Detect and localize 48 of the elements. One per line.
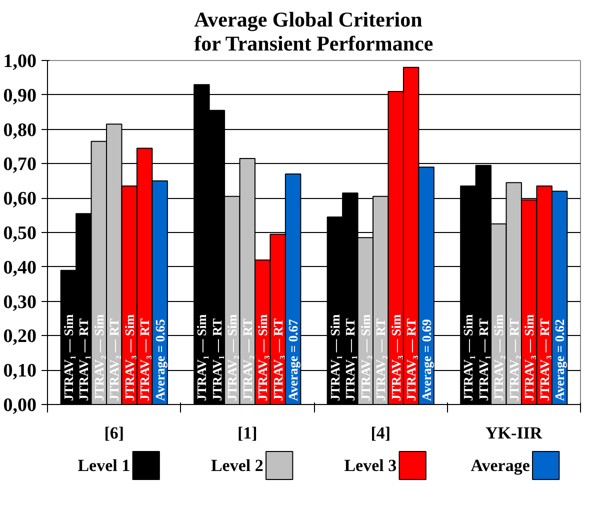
data-label: JTRAV₂ — RT bbox=[240, 318, 255, 402]
data-label: Average = 0.69 bbox=[418, 318, 434, 402]
data-label: JTRAV₃ — RT bbox=[137, 318, 152, 402]
data-label: JTRAV₃ — Sim bbox=[388, 314, 404, 402]
y-tick-label: 0,80 bbox=[3, 120, 36, 141]
y-tick-label: 0,40 bbox=[3, 257, 36, 278]
data-label: JTRAV₁ — RT bbox=[342, 318, 358, 402]
y-tick-label: 0,20 bbox=[3, 326, 36, 348]
data-label: JTRAV₁ — Sim bbox=[460, 314, 476, 402]
data-label: JTRAV₃ — RT bbox=[270, 318, 286, 402]
y-tick-label: 0,90 bbox=[3, 85, 36, 106]
data-label: JTRAV₃ — RT bbox=[536, 318, 552, 402]
data-label: Average = 0.65 bbox=[152, 318, 168, 402]
data-label: Average = 0.67 bbox=[286, 318, 301, 402]
y-tick-label: 0,60 bbox=[3, 188, 36, 210]
data-label: JTRAV₁ — RT bbox=[76, 318, 92, 402]
data-label: JTRAV₁ — RT bbox=[209, 318, 224, 402]
data-label: JTRAV₂ — Sim bbox=[91, 314, 106, 402]
data-label: JTRAV₂ — RT bbox=[106, 318, 122, 402]
data-label: JTRAV₁ — Sim bbox=[60, 314, 76, 402]
legend-label: Level 3 bbox=[344, 456, 397, 475]
y-tick-label: 0,50 bbox=[3, 223, 36, 244]
data-label: JTRAV₂ — RT bbox=[506, 318, 522, 402]
data-label: JTRAV₁ — Sim bbox=[194, 314, 210, 402]
data-label: JTRAV₃ — Sim bbox=[122, 314, 137, 402]
y-tick-label: 0,10 bbox=[3, 360, 36, 382]
legend-label: Average bbox=[470, 456, 530, 475]
chart-title: Average Global Criterion for Transient Performance bbox=[194, 8, 434, 56]
x-tick-label: [4] bbox=[370, 424, 391, 442]
data-label: JTRAV₃ — RT bbox=[404, 318, 419, 402]
data-label: JTRAV₂ — Sim bbox=[491, 314, 506, 402]
legend-label: Level 2 bbox=[210, 456, 264, 475]
x-tick-label: [1] bbox=[237, 424, 258, 442]
y-tick-label: 0,00 bbox=[3, 395, 36, 416]
x-tick-label: YK-IIR bbox=[486, 424, 543, 442]
y-tick-label: 0,30 bbox=[3, 292, 36, 313]
data-label: JTRAV₂ — RT bbox=[373, 318, 388, 402]
data-label: JTRAV₂ — Sim bbox=[224, 314, 240, 402]
data-label: JTRAV₃ — Sim bbox=[522, 314, 537, 402]
data-label: Average = 0.62 bbox=[552, 319, 568, 402]
x-tick-label: [6] bbox=[104, 424, 124, 442]
data-label: JTRAV₂ — Sim bbox=[358, 314, 373, 402]
y-tick-label: 1,00 bbox=[3, 51, 36, 72]
y-tick-label: 0,70 bbox=[3, 154, 36, 176]
data-label: JTRAV₁ — Sim bbox=[327, 314, 342, 402]
legend-label: Level 1 bbox=[78, 456, 130, 475]
data-label: JTRAV₃ — Sim bbox=[255, 314, 270, 402]
data-label: JTRAV₁ — RT bbox=[476, 318, 491, 402]
